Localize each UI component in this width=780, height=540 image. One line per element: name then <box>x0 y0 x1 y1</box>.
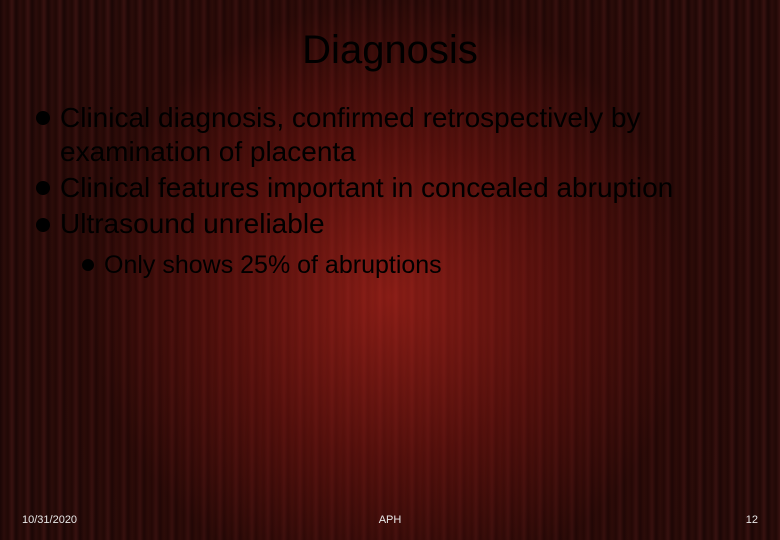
sub-bullet-list: Only shows 25% of abruptions <box>82 250 750 281</box>
list-item: Clinical features important in concealed… <box>34 171 750 205</box>
footer-center: APH <box>379 514 402 526</box>
slide-footer: 10/31/2020 APH 12 <box>0 514 780 526</box>
bullet-text: Clinical features important in concealed… <box>60 172 673 203</box>
footer-date: 10/31/2020 <box>22 514 77 526</box>
footer-page-number: 12 <box>746 514 758 526</box>
slide-content: Clinical diagnosis, confirmed retrospect… <box>22 101 758 281</box>
bullet-list: Clinical diagnosis, confirmed retrospect… <box>34 101 750 281</box>
bullet-text: Ultrasound unreliable <box>60 208 325 239</box>
bullet-text: Clinical diagnosis, confirmed retrospect… <box>60 102 640 167</box>
list-item: Only shows 25% of abruptions <box>82 250 750 281</box>
bullet-text: Only shows 25% of abruptions <box>104 251 442 279</box>
list-item: Clinical diagnosis, confirmed retrospect… <box>34 101 750 169</box>
list-item: Ultrasound unreliable Only shows 25% of … <box>34 207 750 280</box>
slide-title: Diagnosis <box>22 28 758 73</box>
slide: Diagnosis Clinical diagnosis, confirmed … <box>0 0 780 540</box>
